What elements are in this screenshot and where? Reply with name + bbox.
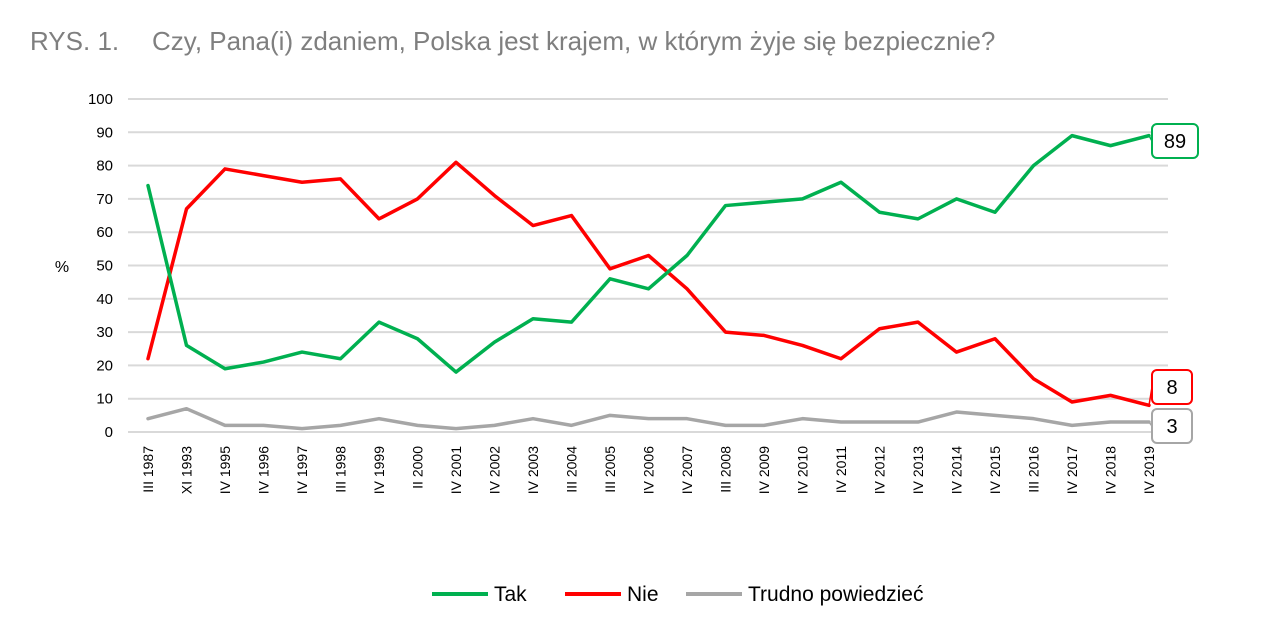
y-tick-label: 60 xyxy=(96,224,113,241)
end-label-value: 8 xyxy=(1166,377,1177,399)
figure-number: RYS. 1. xyxy=(30,26,120,56)
x-tick-label: IV 2013 xyxy=(910,446,926,494)
legend-label: Tak xyxy=(494,583,527,606)
x-tick-label: IV 1997 xyxy=(294,446,310,494)
x-tick-label: XI 1993 xyxy=(179,446,195,494)
x-tick-label: III 2005 xyxy=(602,446,618,493)
x-tick-label: IV 2003 xyxy=(525,446,541,494)
y-axis: 0 10 20 30 40 50 60 70 80 90 100 xyxy=(88,91,113,441)
x-tick-label: IV 2017 xyxy=(1064,446,1080,494)
x-tick-label: III 2016 xyxy=(1026,446,1042,493)
x-axis: III 1987 XI 1993 IV 1995 IV 1996 IV 1997 III … xyxy=(140,446,1157,494)
y-tick-label: 70 xyxy=(96,191,113,208)
x-tick-label: III 1987 xyxy=(140,446,156,493)
series-line-tak xyxy=(146,133,1151,374)
series-line-nie xyxy=(146,160,1151,408)
legend-label: Trudno powiedzieć xyxy=(748,583,924,606)
gridlines xyxy=(128,98,1168,433)
y-tick-label: 40 xyxy=(96,291,113,308)
figure-question: Czy, Pana(i) zdaniem, Polska jest krajem… xyxy=(152,26,996,56)
plot-area xyxy=(146,133,1151,431)
y-tick-label: 30 xyxy=(96,324,113,341)
x-tick-label: IV 1999 xyxy=(371,446,387,494)
x-tick-label: IV 1996 xyxy=(256,446,272,494)
legend-label: Nie xyxy=(627,583,659,606)
y-axis-label: % xyxy=(55,259,69,276)
x-tick-label: IV 2014 xyxy=(949,446,965,494)
x-tick-label: IV 2006 xyxy=(641,446,657,494)
series-line-trudno-powiedzieć xyxy=(146,406,1151,431)
end-label-value: 3 xyxy=(1166,416,1177,438)
end-label-value: 89 xyxy=(1164,131,1186,153)
y-tick-label: 10 xyxy=(96,391,113,408)
x-tick-label: IV 2019 xyxy=(1141,446,1157,494)
y-tick-label: 0 xyxy=(105,424,113,441)
x-tick-label: IV 2009 xyxy=(756,446,772,494)
x-tick-label: IV 2001 xyxy=(448,446,464,494)
y-tick-label: 100 xyxy=(88,91,113,108)
x-tick-label: IV 2012 xyxy=(872,446,888,494)
legend: Tak Nie Trudno powiedzieć xyxy=(432,583,924,606)
x-tick-label: III 1998 xyxy=(333,446,349,493)
y-tick-label: 80 xyxy=(96,158,113,175)
y-tick-label: 90 xyxy=(96,124,113,141)
x-tick-label: IV 2015 xyxy=(987,446,1003,494)
y-tick-label: 20 xyxy=(96,357,113,374)
x-tick-label: III 2008 xyxy=(718,446,734,493)
x-tick-label: IV 2002 xyxy=(487,446,503,494)
end-labels: 89 8 3 xyxy=(1148,123,1199,444)
x-tick-label: IV 2007 xyxy=(679,446,695,494)
x-tick-label: II 2000 xyxy=(410,446,426,489)
x-tick-label: IV 2018 xyxy=(1103,446,1119,494)
x-tick-label: III 2004 xyxy=(564,446,580,493)
y-tick-label: 50 xyxy=(96,258,113,275)
end-label-box xyxy=(1151,369,1193,405)
end-label-box xyxy=(1151,408,1193,444)
chart-title: RYS. 1. Czy, Pana(i) zdaniem, Polska jest… xyxy=(30,26,995,57)
x-tick-label: IV 1995 xyxy=(217,446,233,494)
x-tick-label: IV 2011 xyxy=(833,446,849,493)
x-tick-label: IV 2010 xyxy=(795,446,811,494)
end-label-box xyxy=(1151,123,1199,159)
